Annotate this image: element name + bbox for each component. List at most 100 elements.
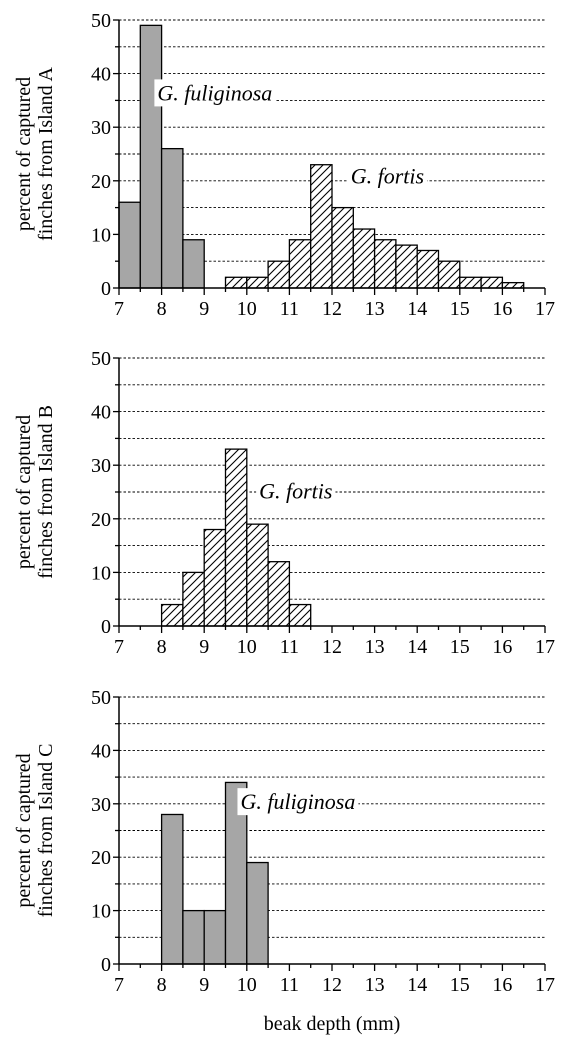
bar	[373, 239, 397, 289]
bar	[182, 909, 205, 965]
y-tick-label: 50	[91, 687, 111, 709]
y-tick-label: 20	[91, 847, 111, 869]
y-tick-label: 50	[91, 10, 111, 32]
x-tick-label: 11	[280, 298, 299, 320]
bar	[203, 909, 227, 965]
bar	[331, 206, 354, 289]
series-label: G. fuliginosa	[157, 80, 272, 105]
y-tick-label: 50	[91, 348, 111, 370]
y-tick-label: 40	[91, 64, 111, 86]
x-tick-label: 10	[237, 298, 257, 320]
y-tick-label: 40	[91, 402, 111, 424]
bar	[118, 201, 141, 289]
series-label: G. fortis	[259, 478, 332, 503]
y-tick-label: 10	[91, 901, 111, 923]
x-tick-label: 11	[280, 974, 299, 996]
y-axis-title-line: finches from Island C	[35, 744, 57, 918]
bar	[480, 276, 504, 289]
x-tick-label: 15	[450, 974, 470, 996]
x-tick-label: 9	[199, 636, 209, 658]
bar	[139, 24, 163, 289]
x-tick-label: 12	[322, 636, 342, 658]
x-tick-label: 13	[365, 298, 385, 320]
series-label-background	[347, 162, 428, 190]
y-tick-label: 30	[91, 455, 111, 477]
bar	[501, 281, 525, 289]
x-tick-label: 14	[407, 974, 427, 996]
y-axis-title: percent of capturedfinches from Island C	[13, 744, 57, 918]
x-tick-label: 17	[535, 298, 555, 320]
y-tick-label: 10	[91, 562, 111, 584]
x-tick-label: 12	[322, 974, 342, 996]
y-axis-title: percent of capturedfinches from Island B	[13, 405, 57, 579]
y-tick-label: 10	[91, 224, 111, 246]
bar	[246, 861, 269, 965]
x-tick-label: 7	[114, 974, 124, 996]
bar	[203, 528, 227, 627]
x-tick-label: 17	[535, 974, 555, 996]
x-tick-label: 16	[492, 974, 512, 996]
bar	[182, 239, 205, 289]
bar	[437, 260, 461, 289]
y-tick-label: 0	[101, 616, 111, 638]
bar	[288, 603, 312, 627]
x-tick-label: 8	[157, 974, 167, 996]
x-tick-label: 14	[407, 298, 427, 320]
y-tick-label: 0	[101, 954, 111, 976]
x-axis-title: beak depth (mm)	[264, 1013, 401, 1035]
chart-panel-3: G. fuliginosa 0 10 20 30 40 50 7 8 9 10 11 12 13 14 15 1…	[13, 687, 555, 996]
y-tick-label: 20	[91, 509, 111, 531]
bar	[310, 164, 333, 289]
x-tick-label: 17	[535, 636, 555, 658]
y-tick-label: 30	[91, 117, 111, 139]
chart-panel-2: G. fortis 0 10 20 30 40 50 7 8 9 10 11 12 13 14 15 16 17 p…	[13, 348, 555, 658]
bar	[246, 276, 269, 289]
x-tick-label: 16	[492, 636, 512, 658]
y-tick-label: 0	[101, 278, 111, 300]
x-tick-label: 8	[157, 298, 167, 320]
bar	[160, 603, 184, 627]
x-tick-label: 10	[237, 636, 257, 658]
x-tick-label: 14	[407, 636, 427, 658]
x-tick-label: 13	[365, 636, 385, 658]
x-tick-label: 7	[114, 298, 124, 320]
series-label: G. fortis	[351, 163, 424, 188]
bar	[288, 239, 312, 289]
bar	[224, 448, 248, 627]
bar	[416, 249, 440, 289]
chart-panel-1: G. fuliginosa G. fortis 0 10 20 30 40 50 7 8 9 10 11…	[13, 10, 555, 320]
x-tick-label: 15	[450, 636, 470, 658]
y-axis-title-line: percent of captured	[13, 753, 35, 907]
x-tick-label: 10	[237, 974, 257, 996]
bar	[182, 571, 205, 627]
x-tick-label: 9	[199, 974, 209, 996]
bar	[352, 228, 376, 289]
x-tick-label: 9	[199, 298, 209, 320]
y-axis-title-line: percent of captured	[13, 415, 35, 569]
bar	[224, 276, 248, 289]
y-axis-title-line: percent of captured	[13, 77, 35, 231]
y-axis-title-line: finches from Island B	[35, 405, 57, 579]
bar	[160, 147, 184, 289]
y-tick-label: 40	[91, 740, 111, 762]
x-tick-label: 13	[365, 974, 385, 996]
x-tick-label: 15	[450, 298, 470, 320]
x-tick-label: 16	[492, 298, 512, 320]
bar	[459, 276, 482, 289]
y-tick-label: 20	[91, 171, 111, 193]
y-axis-title: percent of capturedfinches from Island A	[13, 67, 57, 241]
x-tick-label: 7	[114, 636, 124, 658]
bar	[395, 244, 418, 289]
bar	[246, 523, 269, 627]
series-label: G. fuliginosa	[240, 789, 355, 814]
bar	[267, 260, 291, 289]
series-label-background	[256, 477, 336, 505]
x-tick-label: 11	[280, 636, 299, 658]
x-tick-label: 8	[157, 636, 167, 658]
bar	[267, 561, 291, 627]
bar	[160, 813, 184, 965]
series-label-background	[237, 788, 359, 816]
x-tick-label: 12	[322, 298, 342, 320]
y-tick-label: 30	[91, 794, 111, 816]
